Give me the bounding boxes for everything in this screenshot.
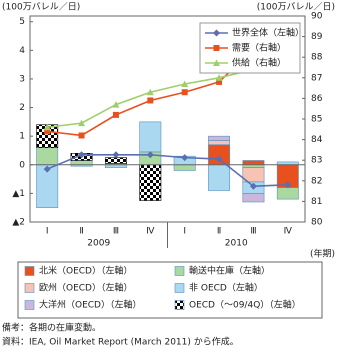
bar-segment <box>70 160 93 166</box>
x-tick-label: Ⅳ <box>284 227 293 237</box>
bar-segment <box>173 164 196 171</box>
bar-segment <box>139 164 162 201</box>
x-unit-label: (年期) <box>310 248 335 260</box>
point <box>181 80 189 87</box>
legend-label: 北米（OECD）（左軸） <box>39 265 133 277</box>
legend-label: 非 OECD（左軸） <box>189 282 263 294</box>
point <box>284 181 292 189</box>
point <box>146 151 154 159</box>
legend-swatch <box>174 266 185 276</box>
legend-swatch <box>24 300 35 310</box>
point <box>249 182 257 190</box>
bar-segment <box>242 193 265 203</box>
y-tick-label: 1 <box>19 132 25 142</box>
y-tick-label: 3 <box>19 74 25 84</box>
x-tick-label: Ⅲ <box>113 227 119 237</box>
line <box>46 153 288 188</box>
y2-tick-label: 82 <box>311 176 322 186</box>
point <box>44 128 51 135</box>
year-label: 2010 <box>225 239 248 249</box>
legend-label: 大洋州（OECD）（左軸） <box>39 299 142 311</box>
y2-tick-label: 83 <box>311 156 322 166</box>
point <box>216 78 223 85</box>
y-tick-label: ▲2 <box>12 218 25 228</box>
point <box>147 97 154 104</box>
point <box>112 111 119 118</box>
legend-label: 供給（右軸） <box>232 57 286 69</box>
x-tick-label: Ⅱ <box>79 227 83 237</box>
y2-tick-label: 89 <box>311 32 323 42</box>
y2-tick-label: 86 <box>311 94 323 104</box>
point <box>215 74 223 81</box>
bar-legend-box <box>17 261 323 319</box>
legend-label: 輸送中在庫（左軸） <box>189 265 270 277</box>
y2-tick-label: 85 <box>311 115 322 125</box>
y2-tick-label: 88 <box>311 53 323 63</box>
y2-tick-label: 81 <box>311 197 322 207</box>
legend-swatch <box>24 266 35 276</box>
point <box>112 151 120 159</box>
legend-swatch <box>174 283 185 293</box>
y-tick-label: 2 <box>19 103 25 113</box>
point <box>213 45 220 51</box>
x-tick-label: Ⅰ <box>46 227 49 237</box>
y2-tick-label: 84 <box>311 135 323 145</box>
point <box>213 29 220 37</box>
x-tick-label: Ⅲ <box>250 227 256 237</box>
legend-label: OECD（～09/4Q）（左軸） <box>189 299 301 311</box>
x-tick-label: Ⅰ <box>183 227 186 237</box>
legend-label: 世界全体（左軸） <box>232 27 304 39</box>
y-axis-label: (100万バレル／日) <box>2 2 80 13</box>
note: 資料：IEA, Oil Market Report (March 2011) か… <box>2 336 239 348</box>
y-tick-label: 5 <box>19 17 25 27</box>
y-tick-label: 4 <box>19 46 25 56</box>
point <box>78 151 86 159</box>
bar-segment <box>242 160 265 166</box>
bar-segment <box>276 187 299 200</box>
legend-swatch <box>174 300 185 310</box>
bar-segment <box>139 121 162 153</box>
y2-tick-label: 87 <box>311 73 322 83</box>
point <box>181 89 188 96</box>
y-tick-label: 0 <box>19 160 25 170</box>
note: 備考：各期の在庫変動。 <box>2 322 101 334</box>
point <box>43 123 51 131</box>
point <box>213 59 220 66</box>
bar-segment <box>36 147 59 166</box>
point <box>43 165 51 173</box>
legend-swatch <box>24 283 35 293</box>
point <box>112 101 120 108</box>
legend-label: 欧州（OECD）（左軸） <box>39 282 133 294</box>
bar-segment <box>104 157 127 164</box>
legend-label: 需要（右軸） <box>232 42 286 54</box>
point <box>215 155 223 163</box>
point <box>146 88 154 96</box>
bar-segment <box>208 164 231 191</box>
point <box>181 154 189 162</box>
point <box>78 119 86 127</box>
y2-axis-label: (100万バレル／日) <box>257 2 335 13</box>
x-tick-label: Ⅳ <box>146 227 155 237</box>
bar-segment <box>208 140 231 146</box>
y2-tick-label: 90 <box>311 12 323 22</box>
x-tick-label: Ⅱ <box>217 227 221 237</box>
y2-tick-label: 80 <box>311 218 323 228</box>
point <box>78 132 85 139</box>
year-label: 2009 <box>87 239 110 249</box>
bar-segment <box>208 135 231 141</box>
y-tick-label: ▲1 <box>12 189 25 199</box>
